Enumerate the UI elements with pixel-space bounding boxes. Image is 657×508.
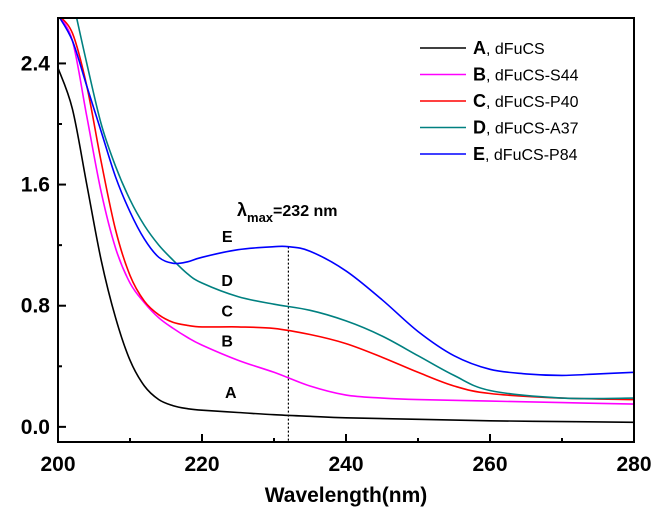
series-line-D: [75, 18, 634, 400]
annotation-lambda-symbol: λ: [237, 200, 247, 220]
legend-entry-B: B, dFuCS-S44: [473, 65, 579, 85]
series-line-E: [58, 18, 634, 377]
legend-series-name: , dFuCS-A37: [486, 121, 579, 138]
x-axis: 200 220 240 260 280: [40, 434, 652, 476]
x-tick-label: 260: [472, 453, 507, 476]
legend-series-name: , dFuCS: [486, 41, 545, 58]
curve-label-D: D: [221, 273, 233, 290]
annotation-subscript: max: [247, 210, 274, 225]
y-tick-label: 2.4: [21, 52, 51, 75]
legend-key-letter: B: [473, 65, 486, 85]
curve-labels: A BCD E: [221, 229, 237, 402]
legend-entry-A: A, dFuCS: [473, 38, 545, 58]
legend-entry-C: C, dFuCS-P40: [473, 91, 579, 111]
x-tick-label: 200: [40, 453, 75, 476]
legend-entry-E: E, dFuCS-P84: [473, 144, 578, 164]
y-tick-label: 0.0: [21, 416, 50, 439]
x-tick-label: 280: [616, 453, 651, 476]
annotation-lambda-max: λmax=232 nm: [237, 200, 338, 225]
legend-series-name: , dFuCS-P40: [486, 94, 579, 111]
series-line-A: [58, 67, 634, 424]
x-axis-title: Wavelength(nm): [265, 484, 428, 507]
curve-label-B: B: [221, 334, 233, 351]
legend-key-letter: E: [473, 144, 485, 164]
curve-label-C: C: [221, 303, 233, 320]
series-group: [58, 18, 634, 424]
series-line-B: [59, 18, 634, 405]
curve-label-E: E: [222, 229, 233, 246]
legend-series-name: , dFuCS-S44: [486, 68, 579, 85]
y-tick-label: 1.6: [21, 174, 50, 197]
y-axis: 0.0 0.8 1.6 2.4: [21, 52, 66, 439]
annotation-value: =232 nm: [273, 203, 337, 220]
curve-label-A: A: [225, 385, 237, 402]
series-line-C: [60, 18, 634, 401]
x-tick-label: 220: [184, 453, 219, 476]
x-tick-label: 240: [328, 453, 363, 476]
legend-series-name: , dFuCS-P84: [485, 147, 578, 164]
legend-key-letter: D: [473, 118, 486, 138]
legend-entry-D: D, dFuCS-A37: [473, 118, 579, 138]
y-tick-label: 0.8: [21, 295, 51, 318]
legend-key-letter: A: [473, 38, 486, 58]
legend-key-letter: C: [473, 91, 486, 111]
